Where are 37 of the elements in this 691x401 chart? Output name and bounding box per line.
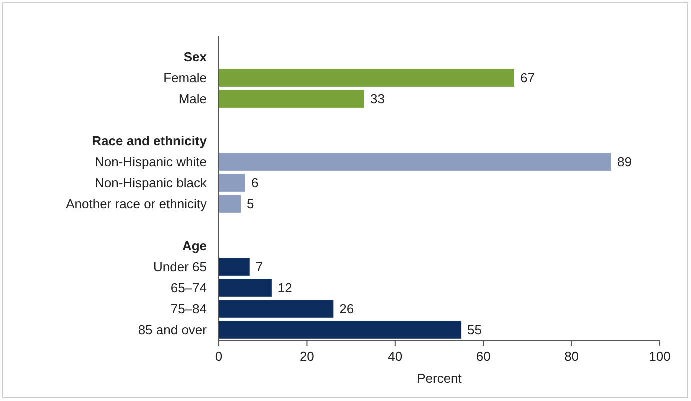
y-tick-label: Under 65 [154, 260, 207, 275]
bar [219, 153, 612, 171]
data-label: 26 [340, 302, 354, 317]
data-label: 55 [468, 322, 482, 338]
x-tick-label: 40 [388, 349, 403, 364]
data-label: 6 [251, 176, 259, 191]
bar [219, 195, 242, 213]
y-tick-label: Female [164, 70, 207, 86]
data-label: 89 [617, 154, 632, 170]
y-tick-label: Non-Hispanic white [95, 154, 207, 170]
x-axis-title: Percent [417, 371, 462, 386]
bar [219, 321, 462, 339]
y-tick-label: 85 and over [138, 322, 208, 338]
y-tick-label: 75–84 [170, 302, 207, 317]
bar [219, 69, 514, 87]
y-tick-label: Male [178, 92, 207, 107]
data-label: 12 [278, 280, 292, 296]
x-tick-label: 60 [476, 349, 491, 364]
y-tick-label: Race and ethnicity [92, 134, 208, 149]
y-tick-label: Another race or ethnicity [66, 196, 208, 212]
data-label: 5 [247, 196, 254, 212]
x-tick-label: 20 [300, 349, 314, 364]
y-tick-label: Non-Hispanic black [95, 176, 208, 191]
y-tick-label: 65–74 [170, 280, 207, 296]
bar [219, 279, 272, 297]
bar [219, 258, 250, 276]
y-tick-label: Sex [184, 50, 208, 65]
bar [219, 174, 246, 192]
data-label: 33 [370, 92, 385, 107]
x-tick-label: 0 [215, 349, 223, 364]
y-tick-label: Age [182, 238, 207, 254]
x-tick-label: 80 [564, 349, 580, 364]
data-label: 67 [520, 70, 535, 86]
x-tick-label: 100 [649, 349, 671, 364]
bar [219, 90, 365, 108]
bar [219, 300, 334, 318]
data-label: 7 [256, 260, 264, 275]
